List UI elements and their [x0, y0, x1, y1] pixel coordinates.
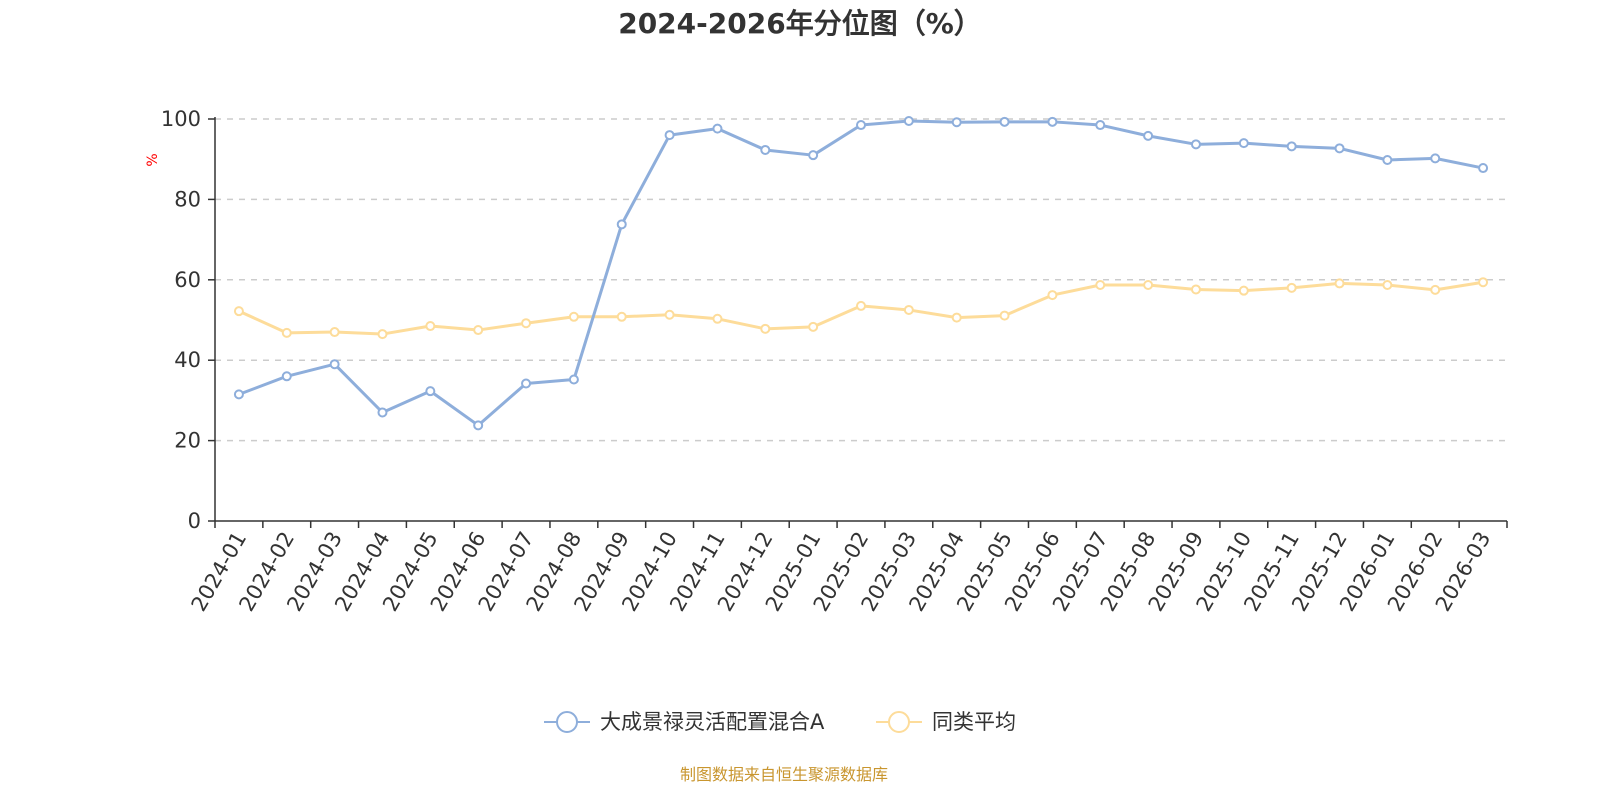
data-point[interactable] [1190, 284, 1201, 295]
data-point[interactable] [1478, 277, 1489, 288]
data-point[interactable] [473, 420, 484, 431]
chart-title: 2024-2026年分位图（%） [618, 7, 982, 40]
y-tick-label: 80 [174, 187, 201, 211]
data-point[interactable] [1334, 143, 1345, 154]
data-point[interactable] [1238, 285, 1249, 296]
data-point[interactable] [903, 304, 914, 315]
data-point[interactable] [616, 219, 627, 230]
data-point[interactable] [1238, 138, 1249, 149]
data-point[interactable] [1047, 290, 1058, 301]
data-point[interactable] [1382, 280, 1393, 291]
data-point[interactable] [329, 327, 340, 338]
data-point[interactable] [1286, 141, 1297, 152]
y-tick-label: 0 [188, 509, 201, 533]
y-tick-label: 40 [174, 348, 201, 372]
data-point[interactable] [329, 359, 340, 370]
legend-circle-icon [556, 711, 578, 733]
data-point[interactable] [808, 150, 819, 161]
data-point[interactable] [233, 389, 244, 400]
data-point[interactable] [903, 116, 914, 127]
data-point[interactable] [281, 371, 292, 382]
legend-circle-icon [888, 711, 910, 733]
y-tick-label: 60 [174, 268, 201, 292]
data-point[interactable] [664, 130, 675, 141]
data-point[interactable] [377, 407, 388, 418]
legend[interactable]: 大成景禄灵活配置混合A 同类平均 [544, 710, 1016, 734]
y-tick-label: 20 [174, 429, 201, 453]
data-point[interactable] [999, 116, 1010, 127]
data-point[interactable] [999, 310, 1010, 321]
data-point[interactable] [1143, 280, 1154, 291]
series-layer [233, 116, 1489, 431]
y-tick-label: 100 [161, 107, 201, 131]
legend-item-0[interactable]: 大成景禄灵活配置混合A [544, 710, 825, 734]
legend-label: 大成景禄灵活配置混合A [600, 710, 825, 734]
data-point[interactable] [568, 374, 579, 385]
data-point[interactable] [1286, 282, 1297, 293]
data-point[interactable] [473, 325, 484, 336]
data-point[interactable] [1095, 280, 1106, 291]
data-point[interactable] [1430, 153, 1441, 164]
grid-lines [215, 118, 1507, 442]
axes: 0204060801002024-012024-022024-032024-04… [161, 107, 1508, 615]
data-point[interactable] [521, 318, 532, 329]
y-axis-label: % [145, 153, 161, 166]
data-point[interactable] [425, 321, 436, 332]
legend-label: 同类平均 [932, 710, 1016, 734]
data-point[interactable] [1143, 130, 1154, 141]
data-point[interactable] [1047, 116, 1058, 127]
data-source-footer: 制图数据来自恒生聚源数据库 [680, 765, 888, 784]
series-0 [233, 116, 1489, 431]
data-point[interactable] [377, 329, 388, 340]
data-point[interactable] [1190, 139, 1201, 150]
data-point[interactable] [1430, 284, 1441, 295]
data-point[interactable] [281, 327, 292, 338]
data-point[interactable] [521, 378, 532, 389]
data-point[interactable] [808, 321, 819, 332]
data-point[interactable] [568, 311, 579, 322]
data-point[interactable] [856, 300, 866, 311]
data-point[interactable] [1334, 278, 1345, 289]
data-point[interactable] [856, 120, 866, 131]
series-1 [233, 277, 1489, 340]
data-point[interactable] [760, 144, 771, 155]
data-point[interactable] [712, 123, 723, 134]
data-point[interactable] [1478, 163, 1489, 174]
data-point[interactable] [760, 323, 771, 334]
data-point[interactable] [951, 312, 962, 323]
data-point[interactable] [712, 313, 723, 324]
data-point[interactable] [1095, 120, 1106, 131]
series-line [238, 119, 1484, 427]
legend-item-1[interactable]: 同类平均 [876, 710, 1016, 734]
data-point[interactable] [664, 309, 675, 320]
data-point[interactable] [616, 311, 627, 322]
data-point[interactable] [233, 306, 244, 317]
data-point[interactable] [951, 117, 962, 128]
data-point[interactable] [425, 386, 436, 397]
data-point[interactable] [1382, 155, 1393, 166]
